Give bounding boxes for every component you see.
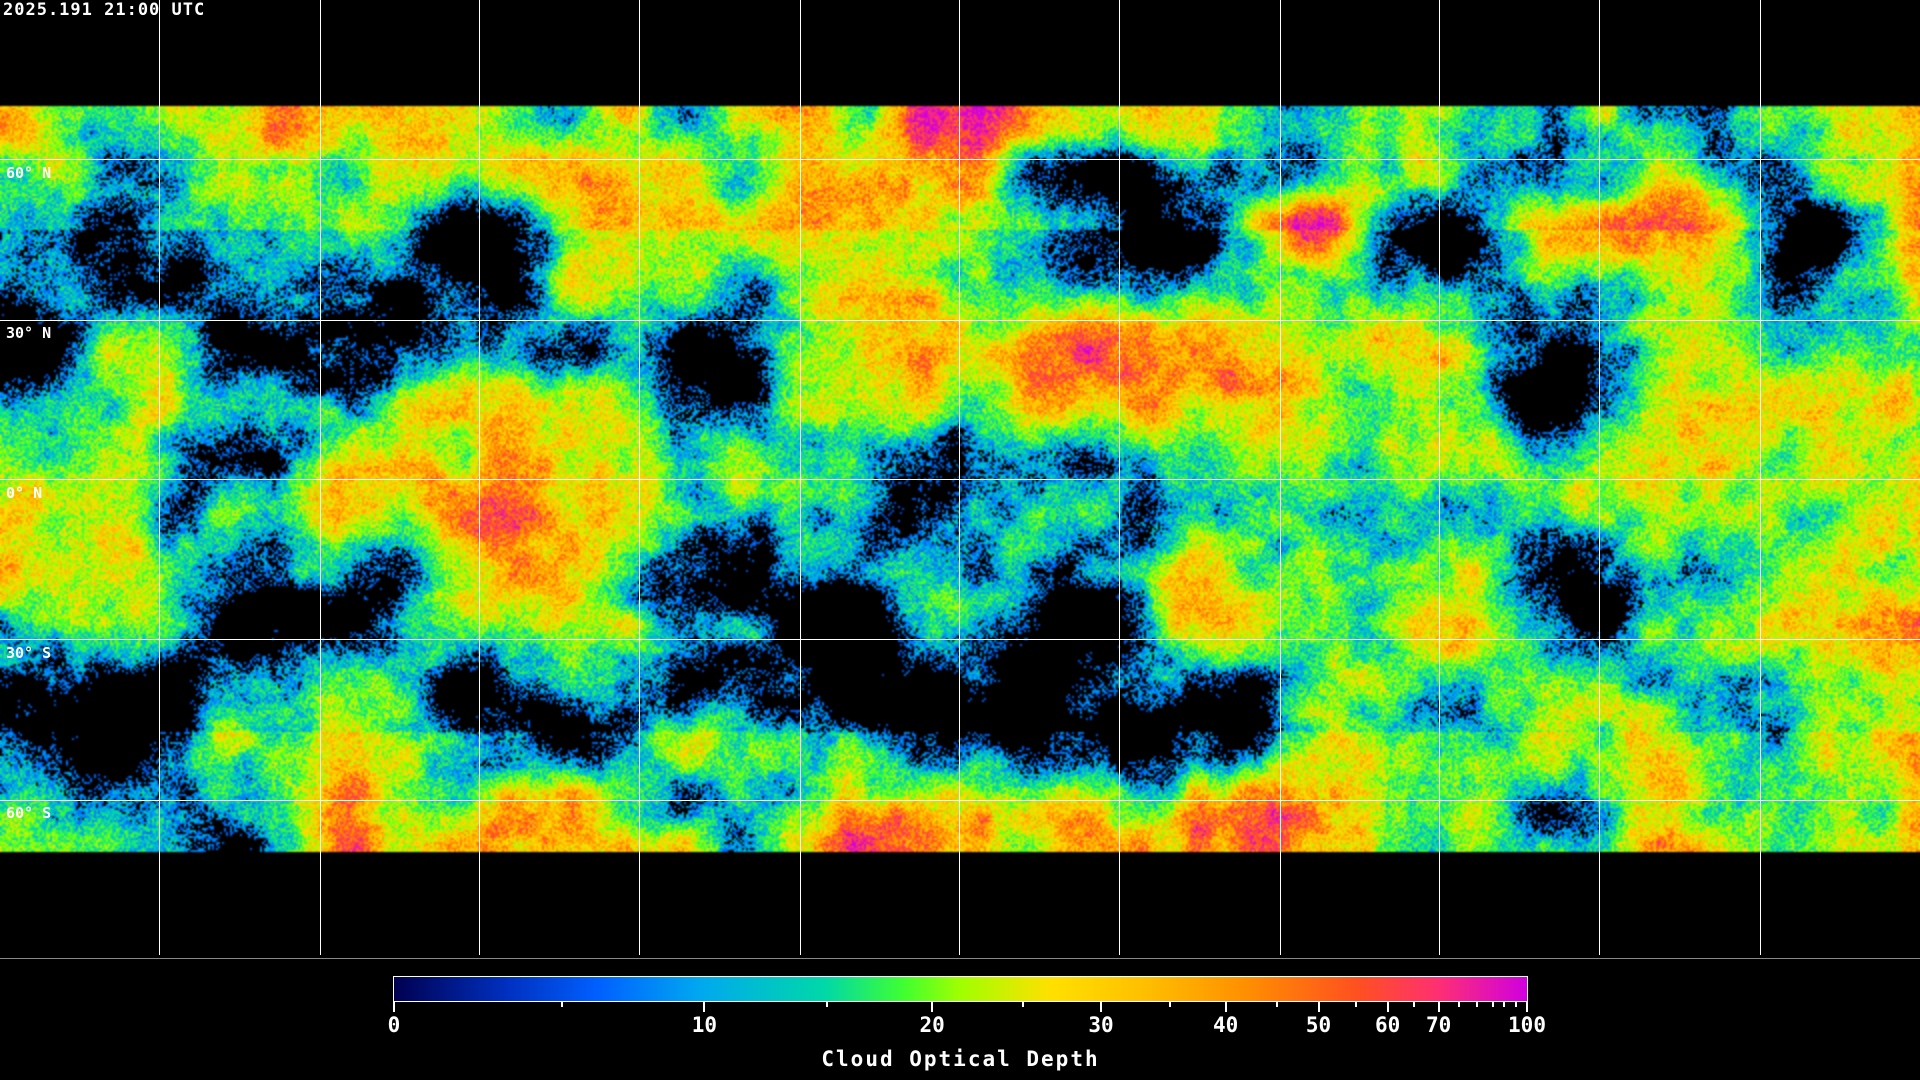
latitude-gridline [0,639,1920,640]
colorbar-tick-label: 30 [1088,1013,1114,1037]
colorbar-minor-tick [1492,1002,1494,1007]
colorbar [393,976,1528,1002]
lat-label-30n: 30° N [6,324,52,342]
colorbar-minor-tick [1412,1002,1415,1007]
longitude-gridline [320,0,321,955]
colorbar-tick-label: 10 [691,1013,718,1037]
latitude-gridline [0,159,1920,160]
latitude-gridline [0,320,1920,321]
colorbar-minor-tick [1275,1002,1278,1007]
colorbar-minor-tick [1476,1002,1479,1007]
colorbar-tick-label: 60 [1374,1013,1401,1037]
longitude-gridline [479,0,480,955]
colorbar-tick-label: 100 [1508,1013,1546,1037]
longitude-gridline [959,0,960,955]
longitude-gridline [1280,0,1281,955]
longitude-gridline [1760,0,1761,955]
colorbar-title: Cloud Optical Depth [821,1047,1100,1071]
longitude-gridline [1599,0,1600,955]
colorbar-major-tick [1099,1002,1102,1012]
timestamp-title: 2025.191 21:00 UTC [3,0,206,20]
colorbar-tick-label: 20 [919,1013,945,1037]
colorbar-major-tick [931,1002,934,1012]
colorbar-major-tick [1437,1002,1440,1012]
lat-label-60s: 60° S [6,804,52,822]
colorbar-minor-tick [560,1002,563,1007]
colorbar-minor-tick [825,1002,828,1007]
colorbar-major-tick [703,1002,706,1012]
longitude-gridline [159,0,160,955]
colorbar-tick-label: 70 [1425,1013,1452,1037]
colorbar-tick-label: 0 [387,1013,401,1037]
colorbar-major-tick [1526,1002,1528,1012]
lat-label-60n: 60° N [6,164,52,182]
longitude-gridline [1119,0,1120,955]
latitude-gridline [0,479,1920,480]
colorbar-minor-tick [1458,1002,1461,1007]
colorbar-minor-tick [1021,1002,1024,1007]
colorbar-major-tick [393,1002,395,1012]
lat-label-30s: 30° S [6,644,52,662]
lat-label-0n: 0° N [6,484,43,502]
colorbar-minor-tick [1169,1002,1172,1007]
colorbar-major-tick [1224,1002,1227,1012]
map-border [0,958,1920,959]
longitude-gridline [800,0,801,955]
longitude-gridline [1439,0,1440,955]
colorbar-tick-label: 40 [1212,1013,1239,1037]
colorbar-tick-label: 50 [1305,1013,1332,1037]
colorbar-minor-tick [1514,1002,1517,1007]
latitude-gridline [0,800,1920,801]
colorbar-minor-tick [1503,1002,1506,1007]
colorbar-minor-tick [1354,1002,1357,1007]
colorbar-major-tick [1386,1002,1389,1012]
colorbar-major-tick [1317,1002,1320,1012]
longitude-gridline [639,0,640,955]
